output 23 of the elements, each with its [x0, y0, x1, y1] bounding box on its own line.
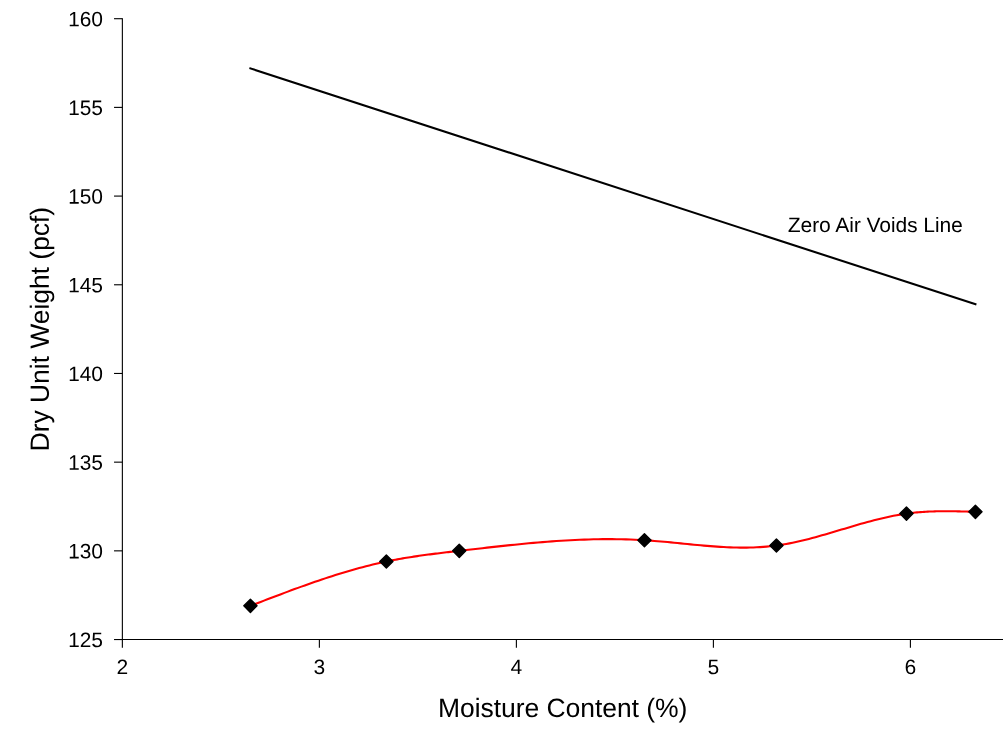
y-tick-label: 130 — [69, 543, 103, 559]
point — [243, 598, 258, 614]
annotation: Zero Air Voids Line — [788, 216, 962, 233]
x-tick-label: 4 — [511, 659, 522, 675]
y-tick-label: 145 — [69, 277, 103, 293]
x-tick-label: 6 — [905, 659, 916, 675]
x-tick-label: 2 — [117, 659, 128, 675]
y-axis-title: Dry Unit Weight (pcf) — [29, 208, 55, 450]
point — [899, 506, 914, 521]
point — [968, 504, 983, 520]
y-tick-label: 155 — [69, 100, 103, 116]
y-tick-label: 125 — [69, 632, 103, 648]
y-tick-label: 150 — [69, 189, 103, 204]
y-tick-label: 140 — [69, 366, 103, 382]
point — [451, 543, 467, 559]
point — [769, 538, 784, 553]
y-tick-label: 160 — [69, 11, 103, 27]
y-tick-label: 135 — [69, 455, 103, 470]
x-axis-title: Moisture Content (%) — [440, 697, 686, 723]
point — [379, 554, 394, 569]
x-tick-label: 3 — [314, 659, 325, 675]
point — [637, 532, 652, 548]
x-tick-label: 5 — [708, 659, 719, 675]
